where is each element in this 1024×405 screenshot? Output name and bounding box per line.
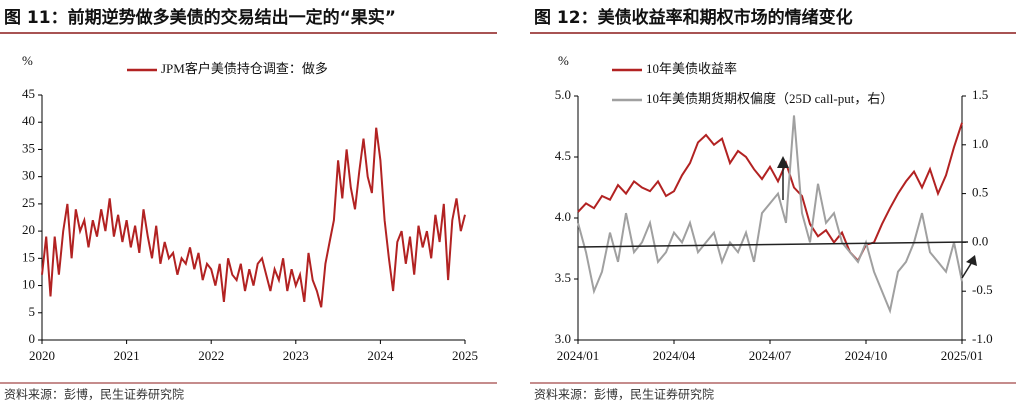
y2-tick-label: 1.0 [972,136,988,151]
x-tick-label: 2025 [452,348,478,363]
series-line [41,127,466,308]
y2-tick-label: -0.5 [972,282,993,297]
y-axis-label: % [558,53,569,68]
y2-tick-label: 0.0 [972,233,988,248]
y-tick-label: 35 [22,140,35,155]
y-axis-label: % [22,53,33,68]
y-tick-label: 4.5 [555,148,571,163]
x-tick-label: 2023 [283,348,309,363]
chart-title: 图 11：前期逆势做多美债的交易结出一定的“果实” [4,7,396,28]
y-tick-label: 5 [29,304,36,319]
x-tick-label: 2022 [198,348,224,363]
source: 资料来源：彭博，民生证券研究院 [534,387,714,402]
x-tick-label: 2021 [114,348,140,363]
y-tick-label: 45 [22,86,35,101]
y-tick-label: 5.0 [555,87,571,102]
legend-label: 10年美债收益率 [646,61,737,76]
source: 资料来源：彭博，民生证券研究院 [4,387,184,402]
legend-label: 10年美债期货期权偏度（25D call-put，右） [646,91,893,106]
y-tick-label: 10 [22,277,35,292]
y2-tick-label: 1.5 [972,87,988,102]
chart-title: 图 12：美债收益率和期权市场的情绪变化 [534,7,853,28]
arrow-head [966,255,977,266]
y-tick-label: 3.0 [555,331,571,346]
x-tick-label: 2024/10 [845,348,888,363]
y-tick-label: 15 [22,249,35,264]
y-tick-label: 30 [22,168,35,183]
arrow-head [777,156,789,168]
x-tick-label: 2025/01 [941,348,984,363]
y-tick-label: 4.0 [555,209,571,224]
series-line [577,122,963,263]
x-tick-label: 2020 [29,348,55,363]
y-tick-label: 40 [22,113,35,128]
x-tick-label: 2024/07 [749,348,792,363]
y-tick-label: 25 [22,195,35,210]
x-tick-label: 2024/04 [653,348,696,363]
y2-tick-label: 0.5 [972,185,988,200]
chart: 图 11：前期逆势做多美债的交易结出一定的“果实” 资料来源：彭博，民生证券研究院… [0,7,497,402]
series-line [577,115,963,315]
y-tick-label: 20 [22,222,35,237]
x-tick-label: 2024 [367,348,394,363]
y-tick-label: 3.5 [555,270,571,285]
legend-label: JPM客户美债持仓调查：做多 [161,61,328,76]
x-tick-label: 2024/01 [557,348,600,363]
flat-line [577,241,969,248]
arrow [961,261,973,279]
y2-tick-label: -1.0 [972,331,993,346]
annotations [577,156,977,279]
y-tick-label: 0 [29,331,36,346]
